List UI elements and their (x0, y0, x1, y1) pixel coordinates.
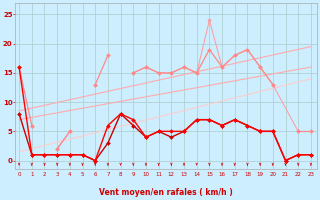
X-axis label: Vent moyen/en rafales ( km/h ): Vent moyen/en rafales ( km/h ) (100, 188, 233, 197)
